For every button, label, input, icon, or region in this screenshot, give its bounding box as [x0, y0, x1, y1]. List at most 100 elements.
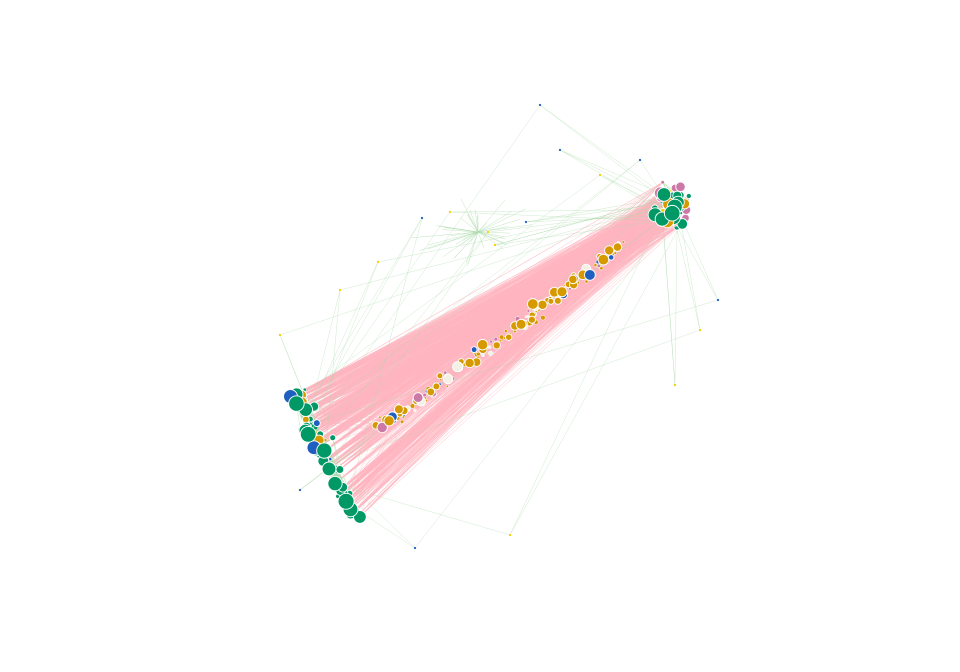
graph-edge [460, 198, 479, 233]
graph-edge [465, 231, 479, 263]
graph-node [486, 230, 490, 234]
graph-node [526, 298, 539, 310]
graph-edge [508, 226, 678, 338]
graph-node [316, 442, 333, 459]
graph-edge [347, 272, 586, 504]
graph-edge [449, 209, 676, 213]
graph-node [328, 457, 333, 461]
graph-node [537, 299, 548, 310]
graph-node [413, 546, 417, 550]
graph-edge [309, 261, 379, 411]
graph-node [593, 263, 598, 267]
graph-node [504, 329, 508, 333]
graph-node [608, 254, 615, 261]
graph-node [470, 346, 478, 353]
graph-node [383, 415, 395, 427]
graph-node [660, 180, 665, 185]
graph-edge [477, 215, 479, 233]
graph-node [508, 533, 512, 537]
graph-node [489, 339, 493, 344]
graph-node [493, 337, 498, 342]
graph-node [402, 415, 406, 419]
graph-edge [307, 316, 529, 436]
graph-edge [301, 316, 527, 396]
graph-edge [306, 361, 477, 424]
graph-node [556, 286, 568, 298]
graph-edge [525, 215, 673, 223]
graph-edge [477, 231, 485, 248]
graph-edge [334, 483, 511, 536]
graph-edge [350, 216, 686, 515]
graph-edge [305, 389, 432, 410]
graph-node [493, 243, 497, 247]
graph-edge [509, 216, 686, 536]
graph-edge [462, 231, 479, 240]
graph-node [673, 383, 677, 387]
graph-edge [467, 231, 479, 266]
graph-node [698, 328, 702, 332]
graph-node [445, 384, 449, 388]
graph-node [476, 339, 489, 351]
graph-node [436, 372, 444, 380]
graph-edge [304, 408, 408, 415]
graph-node [288, 395, 305, 412]
graph-node [538, 103, 542, 107]
graph-node [376, 421, 388, 434]
graph-edge [290, 196, 671, 397]
graph-edge [477, 231, 504, 237]
graph-node [393, 404, 404, 415]
graph-edge [350, 327, 526, 510]
graph-node [598, 173, 602, 177]
graph-edge [411, 231, 479, 239]
graph-edge [509, 198, 670, 536]
graph-edge [303, 298, 557, 413]
graph-node [584, 269, 596, 281]
graph-edge [295, 195, 682, 396]
graph-edge [292, 397, 394, 418]
graph-edge [487, 210, 662, 233]
graph-node [499, 334, 505, 340]
graph-edge [477, 231, 505, 244]
graph-edge [377, 203, 671, 263]
graph-node [492, 341, 501, 350]
graph-edge [307, 289, 341, 421]
graph-node [329, 434, 337, 442]
graph-edge [304, 199, 671, 390]
graph-edge [461, 231, 479, 246]
graph-edge [359, 420, 394, 517]
graph-node [443, 370, 448, 375]
graph-edge [320, 252, 613, 435]
graph-node [422, 392, 427, 398]
graph-node [656, 187, 672, 202]
graph-node [442, 373, 454, 385]
graph-edge [443, 231, 479, 257]
graph-node [488, 350, 494, 356]
graph-edge [477, 231, 510, 234]
graph-edge [324, 460, 416, 549]
graph-edge [329, 329, 701, 465]
graph-edge [477, 219, 520, 233]
graph-node [604, 245, 615, 256]
graph-edge [449, 211, 674, 222]
graph-edge [359, 223, 683, 518]
graph-edge [559, 149, 673, 216]
graph-edge [357, 217, 686, 516]
graph-edge [419, 231, 479, 251]
graph-edge [279, 334, 348, 504]
graph-node [378, 415, 382, 419]
graph-node [526, 309, 530, 313]
graph-node [663, 204, 681, 222]
graph-node [298, 488, 302, 492]
graph-edge [300, 211, 451, 430]
graph-node [420, 216, 424, 220]
graph-node [487, 345, 492, 349]
graph-node [312, 419, 321, 427]
graph-node [527, 315, 536, 324]
graph-node [599, 266, 604, 271]
graph-node [338, 288, 342, 292]
graph-edge [311, 261, 379, 430]
graph-node [638, 158, 642, 162]
graph-edge [439, 225, 479, 233]
graph-edge [469, 210, 479, 233]
